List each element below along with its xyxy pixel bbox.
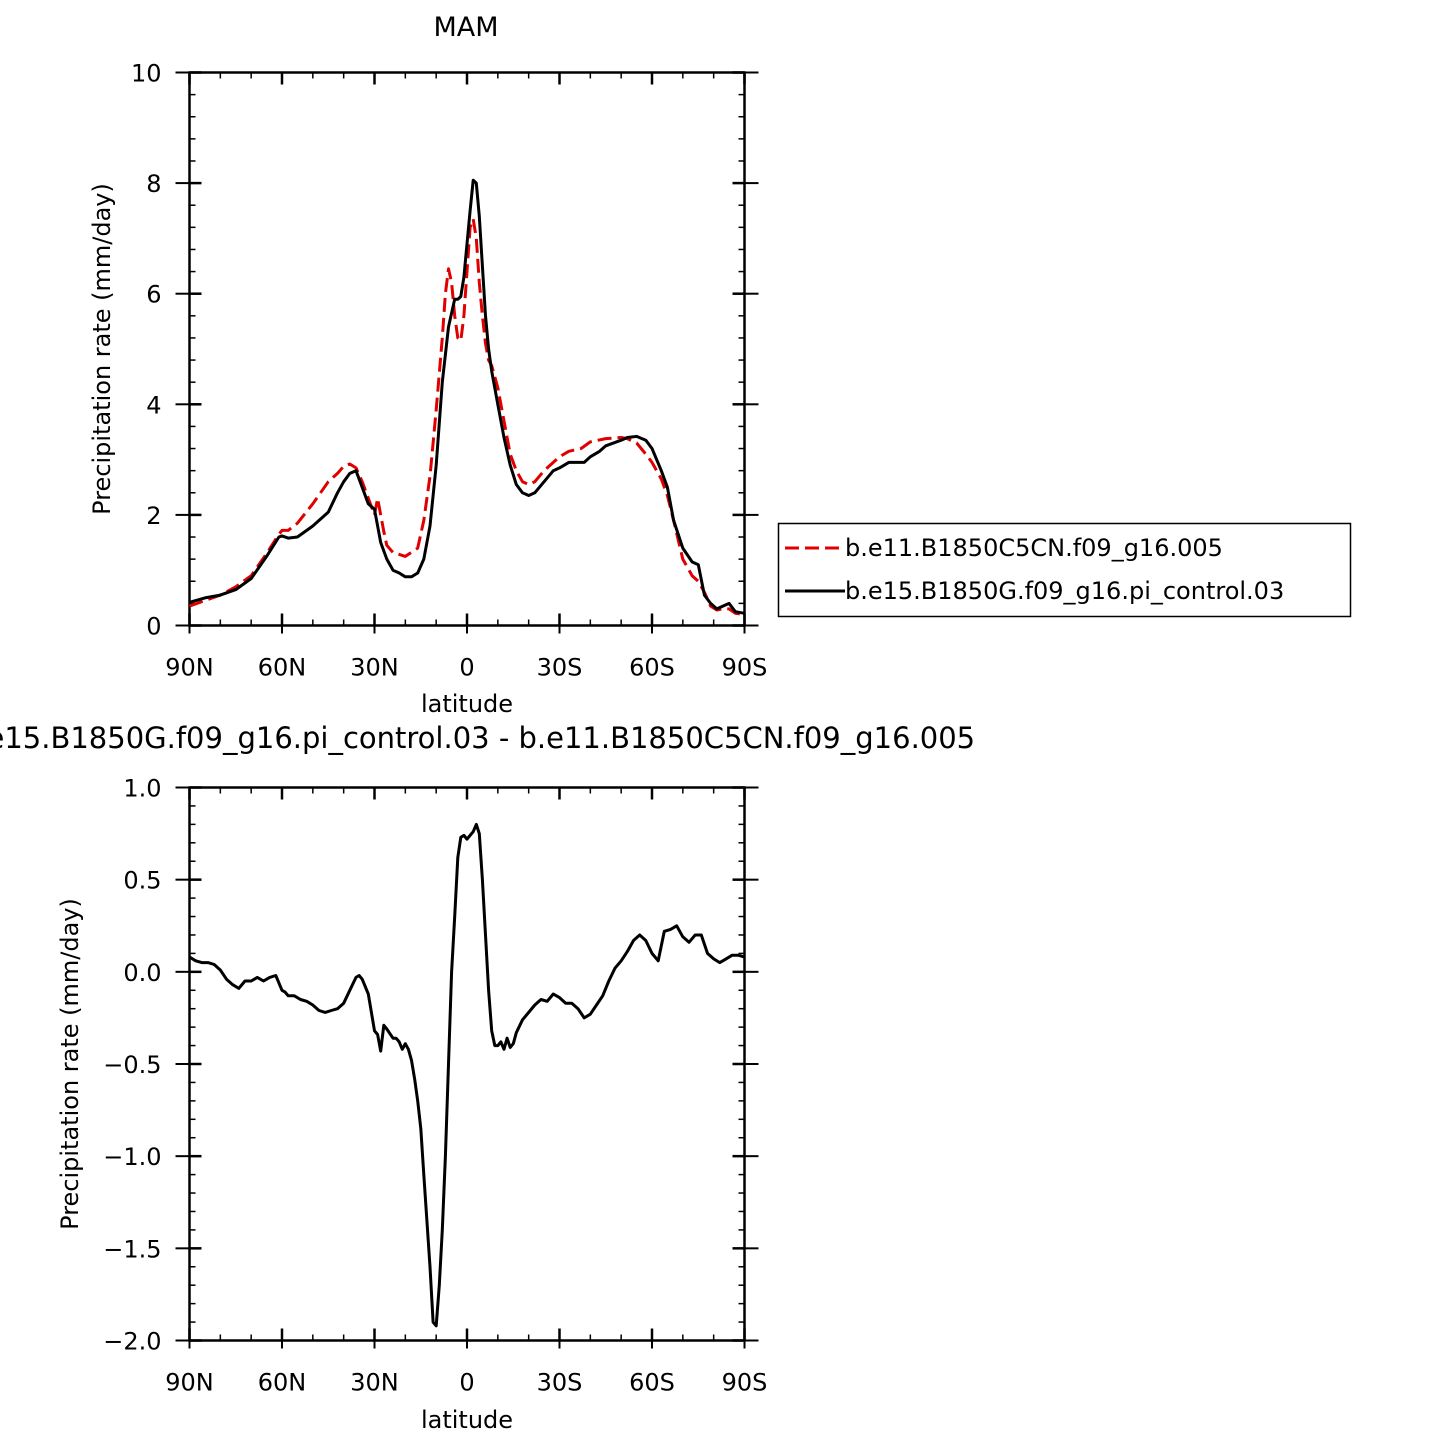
x-tick-label: 30N xyxy=(350,654,399,682)
y-tick-label: −0.5 xyxy=(103,1051,161,1079)
y-tick-label: −1.5 xyxy=(103,1235,161,1263)
bottom-y-tick-labels: −2.0 −1.5 −1.0 −0.5 0.0 0.5 1.0 xyxy=(103,775,161,1356)
x-tick-label: 60S xyxy=(629,654,675,682)
legend-label-series-2: b.e15.B1850G.f09_g16.pi_control.03 xyxy=(845,577,1284,605)
bottom-x-axis-label: latitude xyxy=(421,1406,513,1434)
top-x-axis-label: latitude xyxy=(421,690,513,718)
x-tick-label: 60N xyxy=(258,1369,307,1397)
bottom-x-tick-labels: 90N 60N 30N 0 30S 60S 90S xyxy=(165,1369,767,1397)
x-tick-label: 90N xyxy=(165,654,214,682)
legend: b.e11.B1850C5CN.f09_g16.005 b.e15.B1850G… xyxy=(777,522,1352,618)
y-tick-label: 1.0 xyxy=(123,775,161,803)
x-tick-label: 30S xyxy=(537,654,583,682)
top-x-tick-labels: 90N 60N 30N 0 30S 60S 90S xyxy=(165,654,767,682)
y-tick-label: 0.5 xyxy=(123,867,161,895)
y-tick-label: 6 xyxy=(146,281,161,309)
y-tick-label: 4 xyxy=(146,391,161,419)
top-y-axis-label: Precipitation rate (mm/day) xyxy=(88,183,116,515)
top-y-tick-labels: 0 2 4 6 8 10 xyxy=(131,60,162,641)
bottom-y-axis-label: Precipitation rate (mm/day) xyxy=(56,898,84,1230)
legend-box xyxy=(777,522,1352,618)
top-series-lines xyxy=(188,178,745,616)
x-tick-label: 0 xyxy=(459,1369,474,1397)
series-line-1 xyxy=(188,822,745,1328)
series-line-2 xyxy=(189,178,745,615)
x-tick-label: 90S xyxy=(722,654,768,682)
y-tick-label: 0.0 xyxy=(123,959,161,987)
series-line-1 xyxy=(188,217,745,616)
top-axis-ticks xyxy=(175,71,759,634)
x-tick-label: 60S xyxy=(629,1369,675,1397)
y-tick-label: 10 xyxy=(131,60,162,88)
y-tick-label: 8 xyxy=(146,170,161,198)
y-tick-label: 2 xyxy=(146,502,161,530)
legend-label-series-1: b.e11.B1850C5CN.f09_g16.005 xyxy=(845,534,1223,562)
bottom-series-lines xyxy=(188,822,745,1328)
y-tick-label: −1.0 xyxy=(103,1143,161,1171)
x-tick-label: 0 xyxy=(459,654,474,682)
bottom-panel: b.e15.B1850G.f09_g16.pi_control.03 - b.e… xyxy=(0,721,975,1434)
top-chart-title: MAM xyxy=(433,12,498,43)
x-tick-label: 90N xyxy=(165,1369,214,1397)
x-tick-label: 30N xyxy=(350,1369,399,1397)
x-tick-label: 30S xyxy=(537,1369,583,1397)
top-panel: MAM 0 2 4 6 8 10 90N 60N 30N 0 30S 60S 90S latitude… xyxy=(88,12,767,718)
bottom-chart-title: b.e15.B1850G.f09_g16.pi_control.03 - b.e… xyxy=(0,721,975,755)
x-tick-label: 90S xyxy=(722,1369,768,1397)
bottom-axis-ticks xyxy=(175,786,759,1349)
y-tick-label: 0 xyxy=(146,613,161,641)
x-tick-label: 60N xyxy=(258,654,307,682)
bottom-plot-frame xyxy=(188,786,746,1342)
y-tick-label: −2.0 xyxy=(103,1328,161,1356)
